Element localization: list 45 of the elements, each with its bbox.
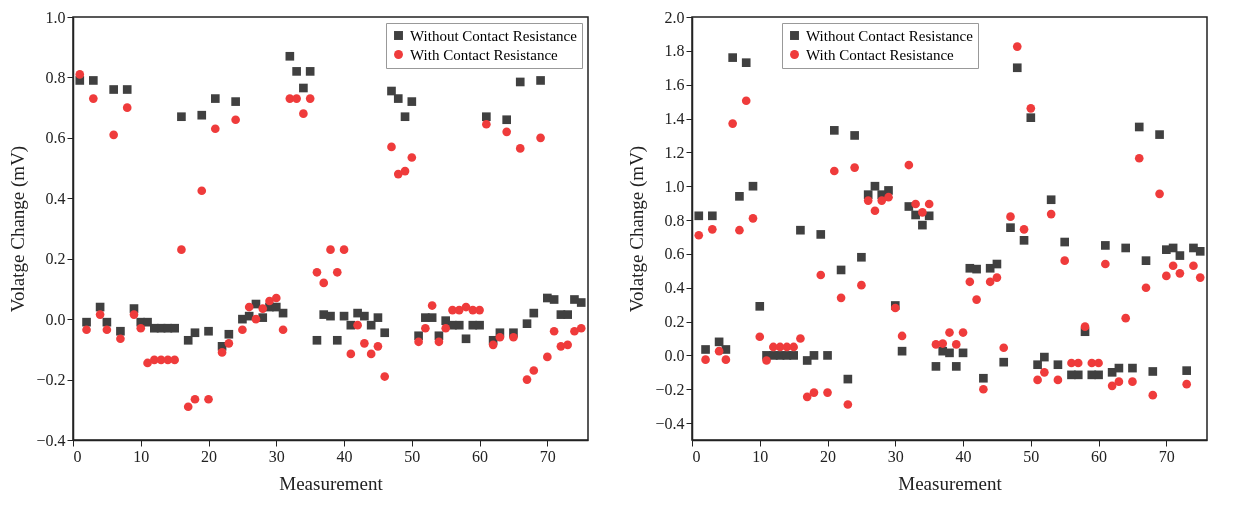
y-tick-label: 0.6 [45, 129, 66, 147]
y-tick-label: 0.2 [664, 313, 685, 331]
x-tick-label: 50 [404, 447, 421, 465]
y-tick-label: −0.2 [36, 371, 66, 389]
x-tick-label: 0 [692, 447, 701, 465]
y-tick-label: 0.4 [664, 279, 685, 297]
x-axis-title: Measurement [898, 472, 1003, 494]
x-tick-label: 40 [336, 447, 353, 465]
x-axis-title: Measurement [279, 472, 384, 494]
y-tick-label: 0.0 [45, 310, 66, 328]
x-tick-label: 60 [472, 447, 489, 465]
y-tick-label: 1.2 [664, 143, 685, 161]
x-tick-label: 10 [752, 447, 769, 465]
y-tick-label: 1.8 [664, 42, 685, 60]
y-tick-label: 1.0 [664, 177, 685, 195]
legend-label: Without Contact Resistance [806, 27, 974, 44]
y-tick-label: 1.0 [45, 8, 66, 26]
y-tick-label: 0.8 [45, 68, 66, 86]
legend-label: Without Contact Resistance [410, 27, 578, 44]
x-tick-label: 40 [955, 447, 972, 465]
x-tick-label: 30 [887, 447, 904, 465]
y-tick-label: 0.2 [45, 250, 66, 268]
x-tick-label: 0 [73, 447, 82, 465]
x-tick-label: 20 [820, 447, 837, 465]
x-tick-label: 60 [1091, 447, 1108, 465]
x-tick-label: 70 [539, 447, 556, 465]
y-axis-title: Volatge Change (mV) [626, 145, 649, 313]
y-tick-label: −0.4 [655, 414, 685, 432]
legend-label: With Contact Resistance [806, 46, 955, 63]
x-tick-label: 30 [268, 447, 285, 465]
y-tick-label: −0.2 [655, 380, 685, 398]
legend-label: With Contact Resistance [410, 46, 559, 63]
y-axis-title: Volatge Change (mV) [7, 145, 30, 313]
y-tick-label: 2.0 [664, 8, 685, 26]
y-tick-label: 1.4 [664, 110, 685, 128]
x-tick-label: 70 [1158, 447, 1175, 465]
x-tick-label: 10 [133, 447, 150, 465]
y-tick-label: 0.0 [664, 346, 685, 364]
y-tick-label: 0.4 [45, 189, 66, 207]
x-tick-label: 50 [1023, 447, 1040, 465]
y-tick-label: 0.6 [664, 245, 685, 263]
x-tick-label: 20 [201, 447, 218, 465]
y-tick-label: −0.4 [36, 431, 66, 449]
y-tick-label: 0.8 [664, 211, 685, 229]
y-tick-label: 1.6 [664, 76, 685, 94]
